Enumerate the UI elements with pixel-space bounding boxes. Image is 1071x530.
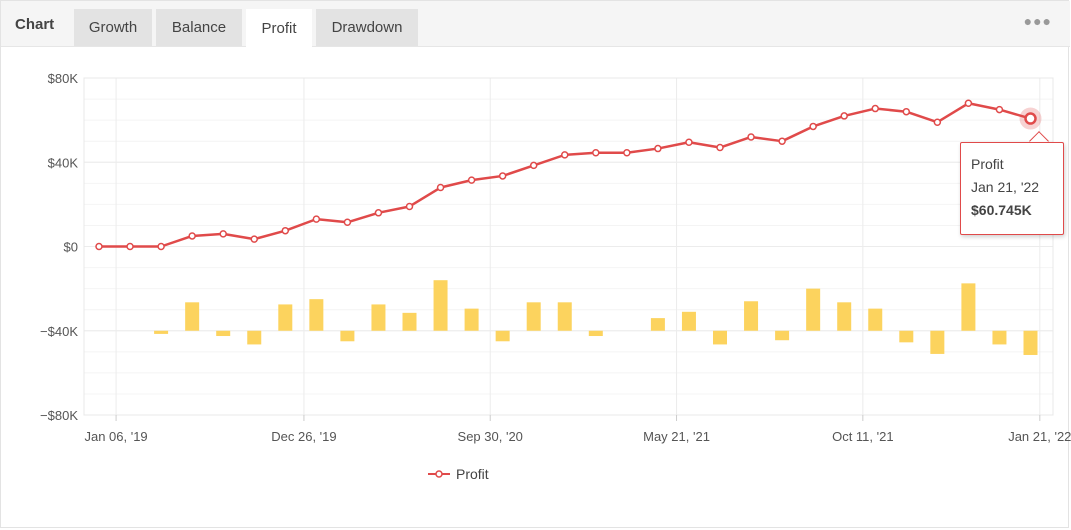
profit-point xyxy=(654,144,662,153)
profit-point xyxy=(871,104,879,113)
profit-point xyxy=(188,232,196,240)
profit-bar xyxy=(744,301,759,331)
profit-point xyxy=(281,226,290,235)
y-tick-label: $80K xyxy=(48,71,79,86)
profit-bar xyxy=(1023,330,1038,355)
profit-bar xyxy=(402,312,417,331)
more-dots-icon[interactable]: ●●● xyxy=(1023,13,1052,29)
axes: $80K $40K $0 −$40K −$80K Jan 06, '19 Dec 26, '… xyxy=(40,71,1071,444)
profit-point xyxy=(126,242,134,251)
profit-point xyxy=(374,209,383,217)
y-tick-label: $40K xyxy=(48,155,79,170)
tooltip: Profit Jan 21, '22 $60.745K xyxy=(960,142,1064,235)
tab-profit[interactable]: Profit xyxy=(246,9,312,47)
profit-bar xyxy=(154,330,169,334)
profit-bar xyxy=(309,299,324,331)
grid xyxy=(83,77,1054,416)
profit-point xyxy=(561,151,569,159)
profit-point xyxy=(219,230,227,238)
profit-point xyxy=(95,242,103,251)
chart-title: Chart xyxy=(15,16,55,33)
profit-point xyxy=(498,172,507,180)
profit-bar xyxy=(557,302,572,331)
profit-point xyxy=(312,215,321,223)
profit-point xyxy=(592,149,600,157)
tab-growth[interactable]: Growth xyxy=(74,9,152,46)
profit-bar xyxy=(837,302,852,331)
line-series xyxy=(95,99,1042,251)
profit-bar xyxy=(278,304,293,331)
tooltip-date: Jan 21, '22 xyxy=(971,179,1040,195)
profit-bar xyxy=(526,302,541,331)
profit-point xyxy=(964,99,973,108)
profit-bar xyxy=(992,330,1007,345)
x-tick-label: Dec 26, '19 xyxy=(271,429,336,444)
profit-bar xyxy=(588,330,603,337)
x-tick-label: Oct 11, '21 xyxy=(832,429,894,444)
profit-bar xyxy=(433,280,448,331)
profit-bar xyxy=(371,304,386,331)
tooltip-series: Profit xyxy=(971,156,1004,172)
profit-point xyxy=(995,105,1004,114)
profit-bar xyxy=(775,330,790,341)
tooltip-value: $60.745K xyxy=(971,202,1032,218)
profit-point xyxy=(623,149,631,157)
profit-point xyxy=(716,143,724,152)
profit-point xyxy=(809,122,817,131)
x-tick-label: Jan 06, '19 xyxy=(84,429,147,444)
bar-series xyxy=(154,280,1038,355)
legend-label: Profit xyxy=(456,466,489,482)
profit-point-active xyxy=(1024,112,1037,125)
profit-point xyxy=(529,161,538,170)
profit-point xyxy=(436,183,445,192)
x-tick-label: Sep 30, '20 xyxy=(458,429,523,444)
profit-bar xyxy=(464,308,479,331)
tab-bar: Chart Growth Balance Profit Drawdown ●●● xyxy=(1,1,1070,47)
y-tick-label: −$40K xyxy=(40,324,78,339)
profit-point xyxy=(902,107,911,116)
profit-point xyxy=(747,133,755,141)
profit-bar xyxy=(340,330,355,342)
profit-bar xyxy=(495,330,510,342)
tab-balance[interactable]: Balance xyxy=(156,9,242,46)
profit-bar xyxy=(806,288,821,331)
profit-bar xyxy=(961,283,976,331)
profit-point xyxy=(840,112,848,120)
plot-border xyxy=(83,77,1054,416)
x-tick-label: May 21, '21 xyxy=(643,429,710,444)
profit-bar xyxy=(930,330,945,354)
profit-bar xyxy=(899,330,914,343)
profit-bar xyxy=(713,330,727,345)
profit-point xyxy=(778,137,786,145)
profit-point xyxy=(343,218,352,227)
profit-point xyxy=(933,118,942,126)
profit-point xyxy=(405,202,414,211)
profit-bar xyxy=(868,308,883,331)
profit-bar xyxy=(216,330,231,337)
y-tick-label: −$80K xyxy=(40,408,78,423)
profit-point xyxy=(157,242,165,251)
profit-bar xyxy=(247,330,262,345)
profit-bar xyxy=(650,318,665,331)
profit-point xyxy=(250,235,258,243)
profit-bar xyxy=(185,302,200,331)
line-marker-icon xyxy=(428,470,450,478)
tab-drawdown[interactable]: Drawdown xyxy=(316,9,418,46)
profit-point xyxy=(685,138,693,146)
legend-item-profit[interactable]: Profit xyxy=(428,466,489,482)
profit-bar xyxy=(681,311,696,331)
x-tick-label: Jan 21, '22 xyxy=(1008,429,1071,444)
profit-point xyxy=(467,176,476,184)
y-tick-label: $0 xyxy=(64,240,78,255)
